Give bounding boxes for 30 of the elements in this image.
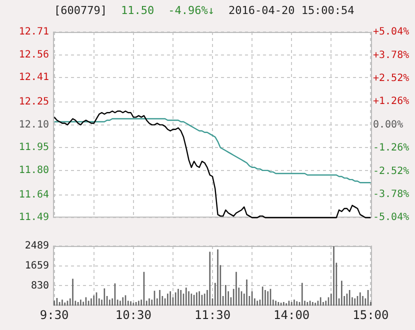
x-tick-label: 15:00: [352, 308, 389, 322]
y2-tick-label: +2.52%: [373, 72, 410, 84]
x-tick-label: 10:30: [115, 308, 152, 322]
y2-tick-label: +1.26%: [373, 96, 410, 108]
text: -4.96%↓: [168, 4, 214, 17]
y-tick-label: 11.64: [18, 189, 49, 200]
x-tick-label: 14:00: [274, 308, 310, 322]
y-tick-label: 1659: [24, 260, 49, 272]
y2-tick-label: +5.04%: [373, 26, 410, 38]
y2-tick-label: -2.52%: [373, 166, 410, 177]
text: 2016-04-20 15:00:54: [228, 4, 354, 17]
y2-tick-label: 0.00%: [373, 119, 404, 130]
y2-tick-label: -3.78%: [373, 188, 410, 200]
y-tick-label: 11.95: [18, 142, 49, 154]
y2-tick-label: -1.26%: [373, 142, 410, 154]
y2-tick-label: -5.04%: [373, 212, 410, 224]
y-tick-label: 830: [30, 280, 49, 292]
y-tick-label: 11.80: [18, 165, 49, 176]
y-tick-label: 12.10: [18, 119, 49, 130]
y-tick-label: 12.41: [18, 72, 49, 84]
text: 11.50: [120, 4, 154, 17]
y-tick-label: 12.56: [18, 49, 49, 60]
y-tick-label: 11.49: [18, 212, 49, 224]
y-tick-label: 12.25: [18, 96, 49, 108]
y2-tick-label: +3.78%: [373, 50, 410, 61]
chart-title: [600779]: [54, 4, 107, 17]
x-tick-label: 9:30: [40, 308, 69, 322]
y-tick-label: 12.71: [18, 26, 49, 38]
y-tick-label: 2489: [24, 240, 49, 252]
x-tick-label: 11:30: [194, 308, 231, 322]
